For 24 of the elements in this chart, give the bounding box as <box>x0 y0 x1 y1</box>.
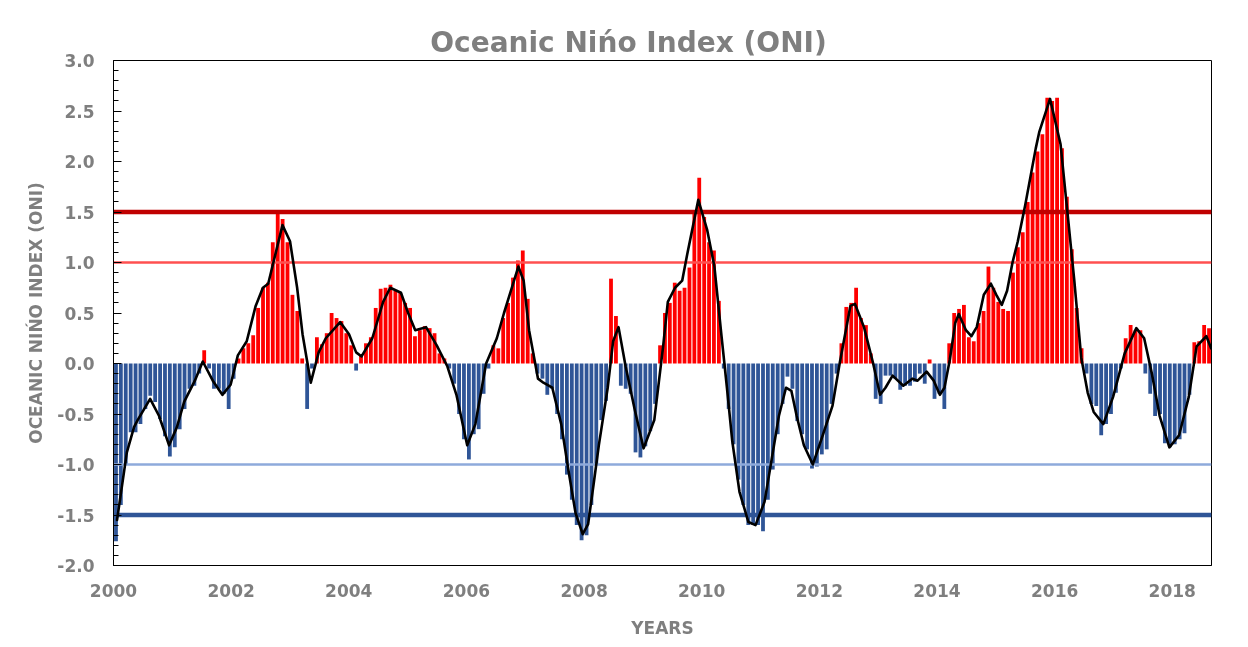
y-tick-label: 3.0 <box>64 51 95 71</box>
y-tick-label: -0.5 <box>57 404 95 425</box>
x-tick-label: 2006 <box>442 580 491 601</box>
x-tick-label: 2002 <box>207 580 255 601</box>
x-tick-label: 2004 <box>325 580 373 601</box>
x-tick-label: 2008 <box>560 580 608 601</box>
y-tick-label: -1.0 <box>57 455 95 475</box>
x-tick-label: 2016 <box>1030 580 1079 601</box>
x-tick-label: 2010 <box>678 580 726 601</box>
y-tick-label: -1.5 <box>57 505 95 526</box>
y-tick-label: 1.5 <box>64 202 95 223</box>
y-tick-label: 0.0 <box>64 354 95 374</box>
x-tick-label: 2000 <box>89 580 138 601</box>
y-tick-label: 1.0 <box>64 253 95 273</box>
x-axis-title: YEARS <box>630 617 694 638</box>
y-axis-title: OCEANIC NIŃO INDEX (ONI) <box>25 182 47 444</box>
x-tick-label: 2018 <box>1148 580 1196 601</box>
y-tick-label: 2.5 <box>64 101 95 122</box>
y-tick-label: 2.0 <box>64 152 95 172</box>
y-tick-label: -2.0 <box>57 556 95 576</box>
y-tick-label: 0.5 <box>64 303 95 324</box>
x-tick-label: 2014 <box>913 580 961 601</box>
chart-title: Oceanic Nińo Index (ONI) <box>430 26 827 59</box>
x-tick-label: 2012 <box>795 580 844 601</box>
